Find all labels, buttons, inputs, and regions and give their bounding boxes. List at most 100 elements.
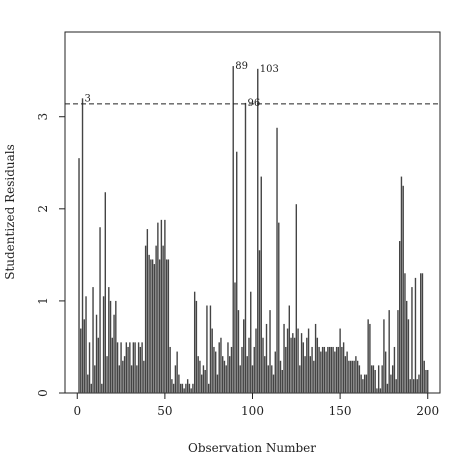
bar	[379, 388, 382, 393]
bar	[400, 176, 403, 393]
bar	[328, 346, 331, 393]
bar	[244, 102, 247, 394]
bar	[342, 342, 345, 393]
bar	[160, 219, 163, 393]
annotation: 89	[235, 61, 248, 72]
bar	[243, 319, 245, 393]
bar	[281, 369, 283, 393]
bar	[229, 356, 231, 393]
bar	[206, 305, 208, 393]
bar	[425, 369, 427, 393]
bar	[190, 388, 192, 393]
bar	[318, 346, 320, 393]
bar	[234, 282, 236, 393]
bar	[283, 323, 285, 393]
bar	[421, 273, 424, 393]
bar	[309, 356, 312, 393]
bar	[204, 369, 206, 393]
bar	[307, 328, 310, 393]
bar	[420, 273, 422, 393]
bar	[136, 365, 138, 393]
bar	[241, 346, 243, 393]
bar	[374, 369, 376, 393]
bar	[239, 365, 241, 393]
bar	[158, 259, 161, 393]
bar	[346, 351, 348, 393]
bar	[427, 369, 429, 393]
bar	[418, 374, 420, 393]
bar	[95, 314, 98, 393]
x-axis-label: Observation Number	[188, 441, 316, 455]
bar	[314, 323, 317, 393]
bar	[125, 342, 128, 393]
bar	[101, 383, 103, 393]
bar	[355, 356, 357, 393]
bar	[337, 346, 340, 393]
bar	[251, 365, 254, 393]
bar	[363, 374, 366, 393]
bar	[216, 374, 219, 393]
bar	[115, 300, 117, 393]
bar	[365, 374, 368, 393]
bar	[109, 300, 112, 393]
bar	[260, 176, 262, 393]
bar	[157, 222, 159, 393]
x-tick-label: 100	[241, 404, 264, 418]
bar	[253, 346, 255, 393]
bar	[397, 310, 399, 393]
bar	[413, 379, 415, 393]
bar	[141, 342, 143, 393]
bar	[265, 323, 268, 393]
bar	[97, 337, 99, 393]
bar	[384, 351, 387, 393]
bar	[255, 328, 257, 393]
bar	[123, 356, 126, 393]
bar	[90, 383, 92, 393]
bar	[390, 374, 392, 393]
bar	[223, 360, 226, 393]
bar	[92, 287, 94, 393]
bar	[376, 388, 378, 393]
bar	[407, 319, 410, 393]
bar	[377, 365, 380, 393]
bar	[171, 379, 173, 393]
bar	[320, 351, 322, 393]
bar	[88, 342, 91, 393]
bar	[370, 365, 373, 393]
bar	[199, 360, 201, 393]
bar	[423, 360, 425, 393]
bar	[335, 346, 338, 393]
bar	[106, 356, 108, 393]
x-tick-label: 150	[329, 404, 352, 418]
bar	[153, 264, 156, 393]
bar	[360, 374, 362, 393]
bar	[404, 273, 406, 393]
x-tick-label: 50	[157, 404, 172, 418]
bar	[290, 337, 292, 393]
bar	[146, 229, 149, 393]
bar	[172, 383, 175, 393]
bar	[288, 305, 290, 393]
bar	[304, 356, 306, 393]
bar	[302, 342, 305, 393]
bar	[183, 388, 185, 393]
bar	[341, 346, 343, 393]
bar	[295, 204, 298, 393]
bar	[164, 219, 166, 393]
bar	[316, 337, 319, 393]
bar	[150, 259, 152, 393]
bar	[330, 346, 333, 393]
bar	[311, 346, 313, 393]
bar	[274, 351, 276, 393]
annotation: 96	[247, 98, 260, 109]
bar	[186, 379, 189, 393]
bar	[264, 356, 266, 393]
bar	[332, 346, 334, 393]
bar	[225, 365, 227, 393]
bar	[293, 337, 296, 393]
bar	[130, 365, 133, 393]
bar	[339, 328, 341, 393]
bar	[257, 68, 259, 393]
x-tick-label: 0	[73, 404, 81, 418]
